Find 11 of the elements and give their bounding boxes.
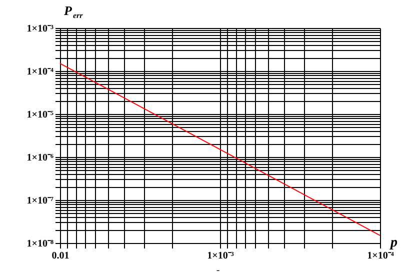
x-axis-title: p xyxy=(390,236,398,250)
y-tick-label: 1×10⁻⁵ xyxy=(26,110,54,120)
x-tick-label: 1×10⁻³ xyxy=(207,250,234,262)
y-tick-label: 1×10⁻⁷ xyxy=(26,196,54,206)
x-tick-label: 0.01 xyxy=(52,250,70,262)
y-tick-label: 1×10⁻⁶ xyxy=(26,152,54,164)
y-tick-label: 1×10⁻³ xyxy=(26,24,54,34)
text: - xyxy=(216,265,220,276)
y-tick-label: 1×10⁻⁴ xyxy=(26,66,54,78)
y-tick-label: 1×10⁻⁸ xyxy=(26,238,54,250)
x-tick-label: 1×10⁻⁴ xyxy=(367,250,394,262)
